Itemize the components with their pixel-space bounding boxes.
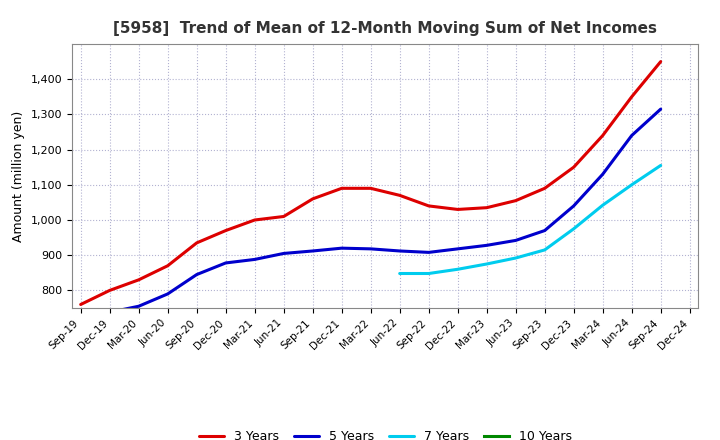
7 Years <box>627 182 636 187</box>
5 Years <box>105 310 114 315</box>
5 Years <box>366 246 375 252</box>
3 Years <box>251 217 259 223</box>
3 Years <box>308 196 317 202</box>
5 Years <box>135 304 143 309</box>
5 Years <box>454 246 462 252</box>
5 Years <box>308 248 317 253</box>
7 Years <box>598 202 607 208</box>
7 Years <box>482 261 491 267</box>
5 Years <box>395 248 404 253</box>
3 Years <box>395 193 404 198</box>
3 Years <box>482 205 491 210</box>
3 Years <box>424 203 433 209</box>
3 Years <box>221 228 230 233</box>
7 Years <box>511 255 520 260</box>
Y-axis label: Amount (million yen): Amount (million yen) <box>12 110 25 242</box>
7 Years <box>570 226 578 231</box>
Legend: 3 Years, 5 Years, 7 Years, 10 Years: 3 Years, 5 Years, 7 Years, 10 Years <box>194 425 577 440</box>
5 Years <box>338 246 346 251</box>
5 Years <box>279 251 288 256</box>
3 Years <box>338 186 346 191</box>
3 Years <box>570 165 578 170</box>
7 Years <box>395 271 404 276</box>
7 Years <box>657 163 665 168</box>
3 Years <box>657 59 665 64</box>
Line: 3 Years: 3 Years <box>81 62 661 304</box>
5 Years <box>163 291 172 297</box>
5 Years <box>627 133 636 138</box>
5 Years <box>570 203 578 209</box>
3 Years <box>627 94 636 99</box>
3 Years <box>76 302 85 307</box>
5 Years <box>192 272 201 277</box>
5 Years <box>221 260 230 266</box>
7 Years <box>424 271 433 276</box>
3 Years <box>163 263 172 268</box>
5 Years <box>657 106 665 112</box>
Line: 5 Years: 5 Years <box>109 109 661 312</box>
5 Years <box>511 238 520 243</box>
3 Years <box>598 133 607 138</box>
7 Years <box>541 247 549 253</box>
7 Years <box>454 267 462 272</box>
3 Years <box>366 186 375 191</box>
Title: [5958]  Trend of Mean of 12-Month Moving Sum of Net Incomes: [5958] Trend of Mean of 12-Month Moving … <box>113 21 657 36</box>
Line: 7 Years: 7 Years <box>400 165 661 274</box>
5 Years <box>424 250 433 255</box>
3 Years <box>279 214 288 219</box>
5 Years <box>251 257 259 262</box>
3 Years <box>454 207 462 212</box>
3 Years <box>105 288 114 293</box>
5 Years <box>541 228 549 233</box>
5 Years <box>598 172 607 177</box>
3 Years <box>511 198 520 203</box>
3 Years <box>541 186 549 191</box>
3 Years <box>192 240 201 246</box>
5 Years <box>482 243 491 248</box>
3 Years <box>135 277 143 282</box>
